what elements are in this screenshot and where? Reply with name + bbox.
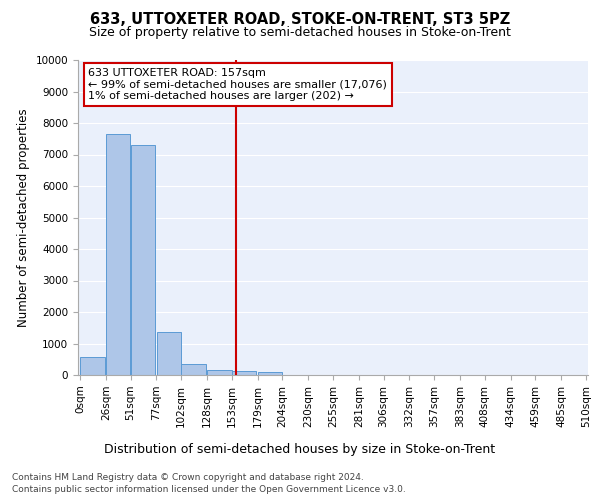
Bar: [258, 372, 282, 375]
Text: 633 UTTOXETER ROAD: 157sqm
← 99% of semi-detached houses are smaller (17,076)
1%: 633 UTTOXETER ROAD: 157sqm ← 99% of semi…: [88, 68, 387, 101]
Bar: [181, 364, 206, 375]
Bar: [232, 371, 256, 375]
Text: Contains public sector information licensed under the Open Government Licence v3: Contains public sector information licen…: [12, 485, 406, 494]
Bar: [80, 357, 104, 375]
Text: Distribution of semi-detached houses by size in Stoke-on-Trent: Distribution of semi-detached houses by …: [104, 442, 496, 456]
Bar: [157, 332, 181, 375]
Bar: [131, 145, 155, 375]
Bar: [207, 370, 232, 375]
Text: Size of property relative to semi-detached houses in Stoke-on-Trent: Size of property relative to semi-detach…: [89, 26, 511, 39]
Bar: [106, 134, 130, 375]
Text: 633, UTTOXETER ROAD, STOKE-ON-TRENT, ST3 5PZ: 633, UTTOXETER ROAD, STOKE-ON-TRENT, ST3…: [90, 12, 510, 28]
Y-axis label: Number of semi-detached properties: Number of semi-detached properties: [17, 108, 30, 327]
Text: Contains HM Land Registry data © Crown copyright and database right 2024.: Contains HM Land Registry data © Crown c…: [12, 472, 364, 482]
